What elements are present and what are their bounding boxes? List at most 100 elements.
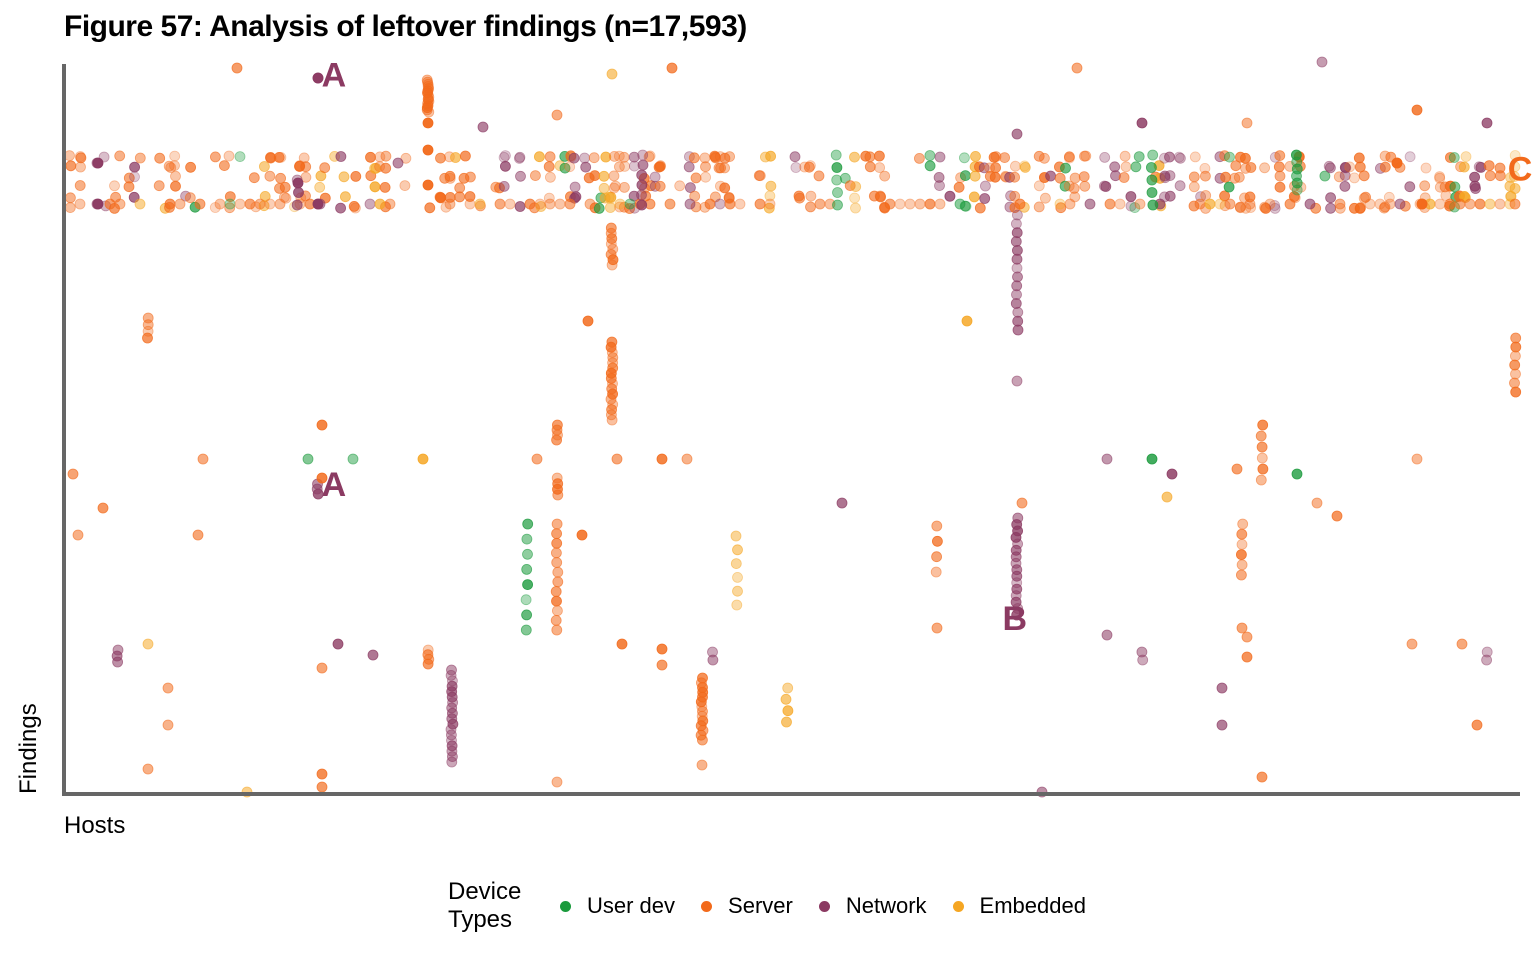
- data-point: [605, 193, 616, 204]
- data-point: [1011, 609, 1023, 621]
- data-point: [814, 198, 826, 210]
- data-point: [636, 189, 647, 201]
- data-point: [1241, 631, 1253, 643]
- data-point: [554, 198, 566, 210]
- data-point: [805, 201, 816, 213]
- data-point: [1331, 510, 1343, 522]
- data-point: [644, 150, 656, 162]
- data-point: [1133, 151, 1145, 163]
- data-point: [165, 162, 177, 174]
- data-point: [1374, 198, 1386, 210]
- data-point: [1434, 171, 1445, 183]
- data-point: [610, 180, 621, 192]
- data-point: [1434, 198, 1446, 210]
- data-point: [1230, 160, 1242, 172]
- data-point: [254, 198, 266, 210]
- data-point: [1236, 549, 1247, 560]
- data-point: [1444, 198, 1456, 210]
- data-point: [730, 558, 742, 569]
- data-point: [580, 161, 592, 173]
- data-point: [1257, 419, 1269, 431]
- data-point: [417, 453, 429, 465]
- data-point: [504, 198, 516, 210]
- data-point: [619, 160, 631, 172]
- data-point: [338, 171, 350, 183]
- data-point: [608, 182, 620, 194]
- data-point: [72, 529, 84, 541]
- data-point: [1137, 654, 1149, 666]
- data-point: [559, 162, 571, 174]
- data-point: [1481, 117, 1493, 129]
- data-point: [713, 162, 725, 174]
- data-point: [316, 472, 328, 484]
- data-point: [1118, 172, 1130, 183]
- data-point: [550, 586, 562, 597]
- data-point: [569, 181, 581, 193]
- data-point: [364, 198, 376, 210]
- data-point: [1344, 161, 1356, 173]
- data-point: [1339, 180, 1351, 192]
- data-point: [231, 62, 243, 74]
- data-point: [1481, 646, 1493, 658]
- data-point: [1147, 199, 1159, 211]
- data-point: [730, 530, 742, 542]
- data-point: [142, 638, 154, 650]
- data-point: [551, 624, 563, 636]
- data-point: [384, 198, 396, 210]
- data-point: [719, 182, 731, 194]
- data-point: [92, 198, 104, 210]
- data-point: [1012, 209, 1023, 221]
- data-point: [1434, 172, 1446, 184]
- data-point: [688, 152, 700, 164]
- data-point: [164, 198, 176, 210]
- data-point: [514, 151, 526, 163]
- data-point: [831, 162, 843, 173]
- data-point: [300, 161, 312, 173]
- data-point: [850, 181, 862, 193]
- data-point: [674, 180, 686, 192]
- data-point: [1010, 596, 1022, 608]
- data-point: [979, 193, 991, 204]
- data-point: [312, 198, 324, 210]
- data-point: [1060, 162, 1071, 174]
- data-point: [1019, 161, 1031, 173]
- legend-marker: [560, 900, 571, 912]
- data-point: [163, 160, 175, 172]
- data-point: [582, 315, 594, 327]
- data-point: [589, 170, 601, 182]
- data-point: [1130, 161, 1142, 173]
- data-point: [732, 572, 743, 583]
- data-point: [1200, 170, 1211, 182]
- data-point: [74, 151, 86, 162]
- data-point: [369, 181, 381, 193]
- data-point: [1236, 539, 1248, 550]
- data-point: [1274, 150, 1286, 162]
- data-point: [1269, 202, 1281, 214]
- data-point: [1234, 201, 1246, 213]
- data-point: [724, 151, 735, 163]
- data-point: [681, 453, 693, 465]
- data-point: [894, 198, 906, 210]
- data-point: [765, 180, 777, 192]
- data-point: [1256, 771, 1268, 783]
- data-point: [874, 162, 885, 174]
- data-point: [264, 170, 276, 182]
- data-point: [551, 776, 563, 788]
- data-point: [656, 643, 668, 655]
- data-point: [1219, 190, 1230, 202]
- legend-item-network: Network: [818, 893, 927, 919]
- data-point: [732, 544, 743, 556]
- data-point: [92, 157, 104, 169]
- data-point: [224, 202, 236, 214]
- data-point: [1009, 171, 1020, 183]
- data-point: [832, 199, 843, 211]
- data-point: [879, 170, 891, 182]
- data-point: [1188, 181, 1200, 193]
- data-point: [1188, 171, 1200, 183]
- data-point: [316, 768, 328, 780]
- data-point: [990, 162, 1001, 174]
- data-point: [314, 181, 326, 193]
- data-point: [605, 393, 617, 405]
- data-point: [1510, 350, 1521, 362]
- data-point: [1009, 190, 1021, 202]
